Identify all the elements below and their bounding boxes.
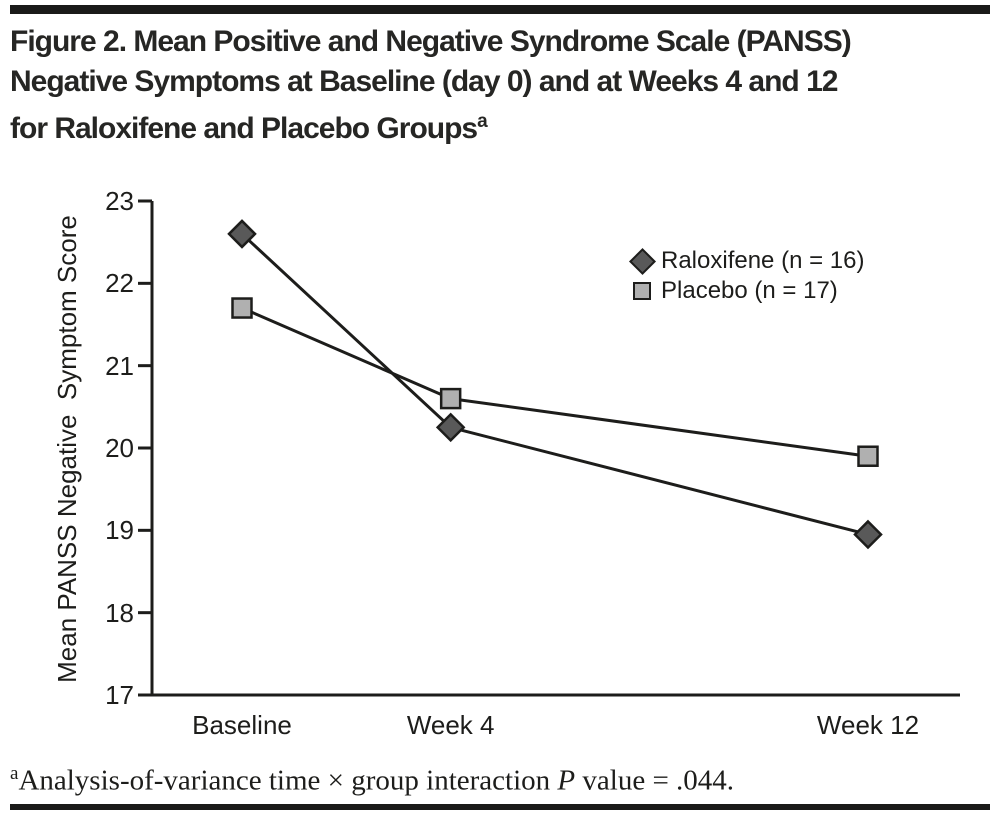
y-tick-label: 21 bbox=[105, 350, 134, 381]
footnote-text: Analysis-of-variance time × group intera… bbox=[18, 764, 558, 797]
figure-title: Figure 2. Mean Positive and Negative Syn… bbox=[10, 22, 988, 149]
x-tick-week4: Week 4 bbox=[406, 710, 495, 740]
footnote-marker: a bbox=[10, 763, 19, 784]
data-point-raloxifene-week4 bbox=[435, 412, 466, 443]
series-line-placebo bbox=[240, 306, 870, 458]
y-tick-label: 19 bbox=[105, 515, 134, 546]
chart-legend: Raloxifene (n = 16) Placebo (n = 17) bbox=[628, 246, 864, 306]
x-tick-week12: Week 12 bbox=[816, 710, 920, 740]
figure-title-line2: Negative Symptoms at Baseline (day 0) an… bbox=[10, 65, 838, 98]
data-point-placebo-week4 bbox=[439, 387, 462, 410]
footnote: aAnalysis-of-variance time × group inter… bbox=[10, 763, 988, 798]
data-point-placebo-baseline bbox=[231, 297, 253, 319]
y-tick-label: 23 bbox=[105, 186, 134, 216]
y-tick-label: 20 bbox=[105, 433, 134, 463]
legend-label-raloxifene: Raloxifene (n = 16) bbox=[661, 247, 865, 274]
x-tick-baseline: Baseline bbox=[192, 710, 292, 740]
data-point-raloxifene-week12 bbox=[853, 519, 883, 550]
top-rule bbox=[10, 5, 990, 14]
y-tick-label: 17 bbox=[105, 680, 134, 710]
footnote-suffix: value = .044. bbox=[575, 764, 735, 797]
bottom-rule bbox=[10, 804, 990, 810]
legend-label-placebo: Placebo (n = 17) bbox=[661, 277, 838, 304]
data-point-placebo-week12 bbox=[857, 445, 879, 467]
legend-item-placebo: Placebo (n = 17) bbox=[628, 276, 864, 306]
legend-marker-slot bbox=[628, 282, 656, 300]
diamond-marker-icon bbox=[628, 247, 656, 275]
square-marker-icon bbox=[633, 282, 651, 300]
figure-title-line3: for Raloxifene and Placebo Groupsa bbox=[10, 102, 988, 149]
y-tick-label: 18 bbox=[105, 597, 134, 628]
title-footnote-marker: a bbox=[477, 111, 488, 132]
figure-title-line1: Figure 2. Mean Positive and Negative Syn… bbox=[10, 25, 852, 58]
data-point-raloxifene-baseline bbox=[227, 219, 257, 249]
legend-marker-slot bbox=[628, 247, 656, 275]
y-tick-label: 22 bbox=[105, 268, 134, 299]
figure-title-line3-text: for Raloxifene and Placebo Groups bbox=[10, 112, 478, 145]
y-axis-label: Mean PANSS Negative Symptom Score bbox=[52, 215, 82, 683]
legend-item-raloxifene: Raloxifene (n = 16) bbox=[628, 246, 864, 276]
footnote-p-symbol: P bbox=[557, 764, 576, 797]
